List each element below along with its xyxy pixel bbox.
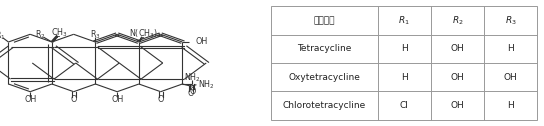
Text: Oxytetracycline: Oxytetracycline bbox=[288, 73, 360, 82]
Text: $R_2$: $R_2$ bbox=[452, 14, 463, 27]
Text: NH$_2$: NH$_2$ bbox=[198, 78, 215, 91]
Text: CH$_3$: CH$_3$ bbox=[51, 27, 67, 39]
Text: R$_2$: R$_2$ bbox=[35, 28, 46, 41]
Text: N(CH$_3$)$_2$: N(CH$_3$)$_2$ bbox=[128, 27, 162, 40]
Text: Chlorotetracycline: Chlorotetracycline bbox=[283, 101, 366, 110]
Text: 항생물질: 항생물질 bbox=[313, 16, 335, 25]
Text: H: H bbox=[508, 44, 514, 53]
Text: OH: OH bbox=[450, 101, 465, 110]
Text: H: H bbox=[401, 44, 407, 53]
Text: OH: OH bbox=[195, 38, 207, 46]
Text: O: O bbox=[189, 87, 195, 96]
Text: Cl: Cl bbox=[400, 101, 409, 110]
Text: OH: OH bbox=[24, 95, 36, 104]
Text: O: O bbox=[188, 89, 194, 98]
Text: H: H bbox=[508, 101, 514, 110]
Text: R$_3$: R$_3$ bbox=[90, 28, 101, 41]
Text: H: H bbox=[401, 73, 407, 82]
Text: R$_1$: R$_1$ bbox=[0, 29, 6, 42]
Text: O: O bbox=[157, 95, 164, 104]
Text: O: O bbox=[71, 95, 77, 104]
Text: OH: OH bbox=[450, 44, 465, 53]
Text: OH: OH bbox=[111, 95, 123, 104]
Text: OH: OH bbox=[450, 73, 465, 82]
Text: $R_3$: $R_3$ bbox=[505, 14, 517, 27]
Text: $R_1$: $R_1$ bbox=[398, 14, 410, 27]
Text: Tetracycline: Tetracycline bbox=[297, 44, 351, 53]
Text: OH: OH bbox=[504, 73, 518, 82]
Text: NH$_2$: NH$_2$ bbox=[184, 71, 201, 84]
